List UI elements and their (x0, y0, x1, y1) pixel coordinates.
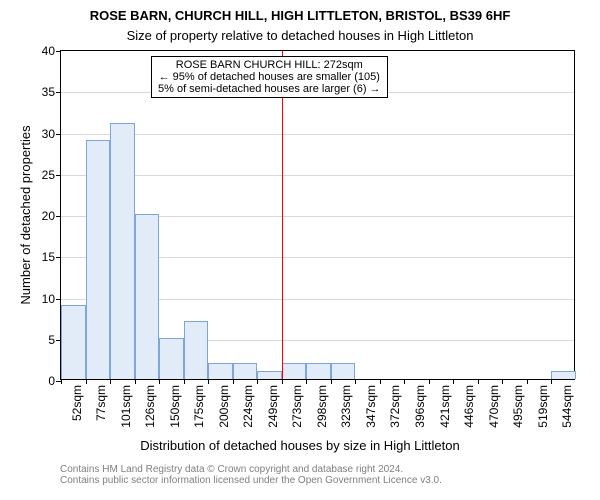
x-tick-mark (331, 379, 332, 384)
histogram-bar (184, 321, 209, 379)
histogram-bar (306, 363, 331, 380)
x-tick-mark (184, 379, 185, 384)
x-tick-label: 126sqm (143, 385, 157, 428)
chart-subtitle: Size of property relative to detached ho… (0, 28, 600, 43)
x-tick-label: 519sqm (536, 385, 550, 428)
x-tick-mark (208, 379, 209, 384)
x-tick-label: 249sqm (266, 385, 280, 428)
x-tick-label: 150sqm (168, 385, 182, 428)
histogram-bar (331, 363, 356, 380)
x-tick-mark (404, 379, 405, 384)
gridline (61, 134, 574, 135)
x-tick-mark (502, 379, 503, 384)
annotation-box: ROSE BARN CHURCH HILL: 272sqm← 95% of de… (151, 56, 388, 98)
histogram-bar (61, 305, 86, 379)
y-tick-label: 0 (48, 374, 55, 388)
reference-line (282, 51, 283, 379)
annotation-line: ROSE BARN CHURCH HILL: 272sqm (158, 59, 381, 71)
histogram-bar (208, 363, 233, 380)
x-tick-mark (257, 379, 258, 384)
x-tick-label: 200sqm (217, 385, 231, 428)
x-tick-mark (453, 379, 454, 384)
histogram-bar (86, 140, 111, 379)
x-tick-mark (478, 379, 479, 384)
y-tick-label: 40 (42, 44, 55, 58)
x-tick-mark (429, 379, 430, 384)
y-tick-label: 10 (42, 292, 55, 306)
histogram-bar (551, 371, 576, 379)
annotation-line: 5% of semi-detached houses are larger (6… (158, 83, 381, 95)
x-tick-label: 421sqm (438, 385, 452, 428)
histogram-bar (159, 338, 184, 379)
y-tick-mark (56, 257, 61, 258)
x-tick-label: 77sqm (94, 385, 108, 421)
y-tick-mark (56, 175, 61, 176)
y-tick-mark (56, 216, 61, 217)
x-tick-label: 52sqm (70, 385, 84, 421)
x-tick-mark (159, 379, 160, 384)
x-tick-label: 470sqm (487, 385, 501, 428)
x-tick-mark (135, 379, 136, 384)
x-tick-label: 495sqm (511, 385, 525, 428)
y-tick-mark (56, 51, 61, 52)
x-tick-label: 298sqm (315, 385, 329, 428)
y-tick-mark (56, 134, 61, 135)
histogram-bar (110, 123, 135, 379)
x-tick-mark (61, 379, 62, 384)
footer-line-2: Contains public sector information licen… (60, 475, 442, 486)
y-tick-mark (56, 92, 61, 93)
footer-line-1: Contains HM Land Registry data © Crown c… (60, 464, 442, 475)
footer-attribution: Contains HM Land Registry data © Crown c… (60, 464, 442, 486)
histogram-bar (257, 371, 282, 379)
histogram-bar (282, 363, 307, 380)
x-axis-label: Distribution of detached houses by size … (0, 438, 600, 453)
x-tick-label: 347sqm (364, 385, 378, 428)
y-tick-mark (56, 299, 61, 300)
gridline (61, 175, 574, 176)
x-tick-label: 224sqm (241, 385, 255, 428)
x-tick-mark (110, 379, 111, 384)
y-tick-label: 25 (42, 168, 55, 182)
y-tick-label: 15 (42, 250, 55, 264)
x-tick-mark (355, 379, 356, 384)
histogram-bar (233, 363, 258, 380)
chart-title: ROSE BARN, CHURCH HILL, HIGH LITTLETON, … (0, 8, 600, 23)
x-tick-mark (527, 379, 528, 384)
y-tick-label: 35 (42, 85, 55, 99)
plot-area: 051015202530354052sqm77sqm101sqm126sqm15… (60, 50, 575, 380)
x-tick-mark (282, 379, 283, 384)
x-tick-label: 396sqm (413, 385, 427, 428)
x-tick-mark (551, 379, 552, 384)
x-tick-mark (306, 379, 307, 384)
x-tick-label: 372sqm (388, 385, 402, 428)
x-tick-label: 175sqm (192, 385, 206, 428)
y-tick-label: 5 (48, 333, 55, 347)
x-tick-mark (380, 379, 381, 384)
x-tick-label: 446sqm (462, 385, 476, 428)
x-tick-label: 544sqm (560, 385, 574, 428)
annotation-line: ← 95% of detached houses are smaller (10… (158, 71, 381, 83)
y-tick-label: 30 (42, 127, 55, 141)
chart-container: ROSE BARN, CHURCH HILL, HIGH LITTLETON, … (0, 0, 600, 500)
x-tick-mark (86, 379, 87, 384)
x-tick-mark (233, 379, 234, 384)
x-tick-label: 273sqm (290, 385, 304, 428)
y-tick-label: 20 (42, 209, 55, 223)
x-tick-label: 101sqm (119, 385, 133, 428)
y-axis-label: Number of detached properties (18, 50, 33, 380)
x-tick-label: 323sqm (339, 385, 353, 428)
histogram-bar (135, 214, 160, 379)
